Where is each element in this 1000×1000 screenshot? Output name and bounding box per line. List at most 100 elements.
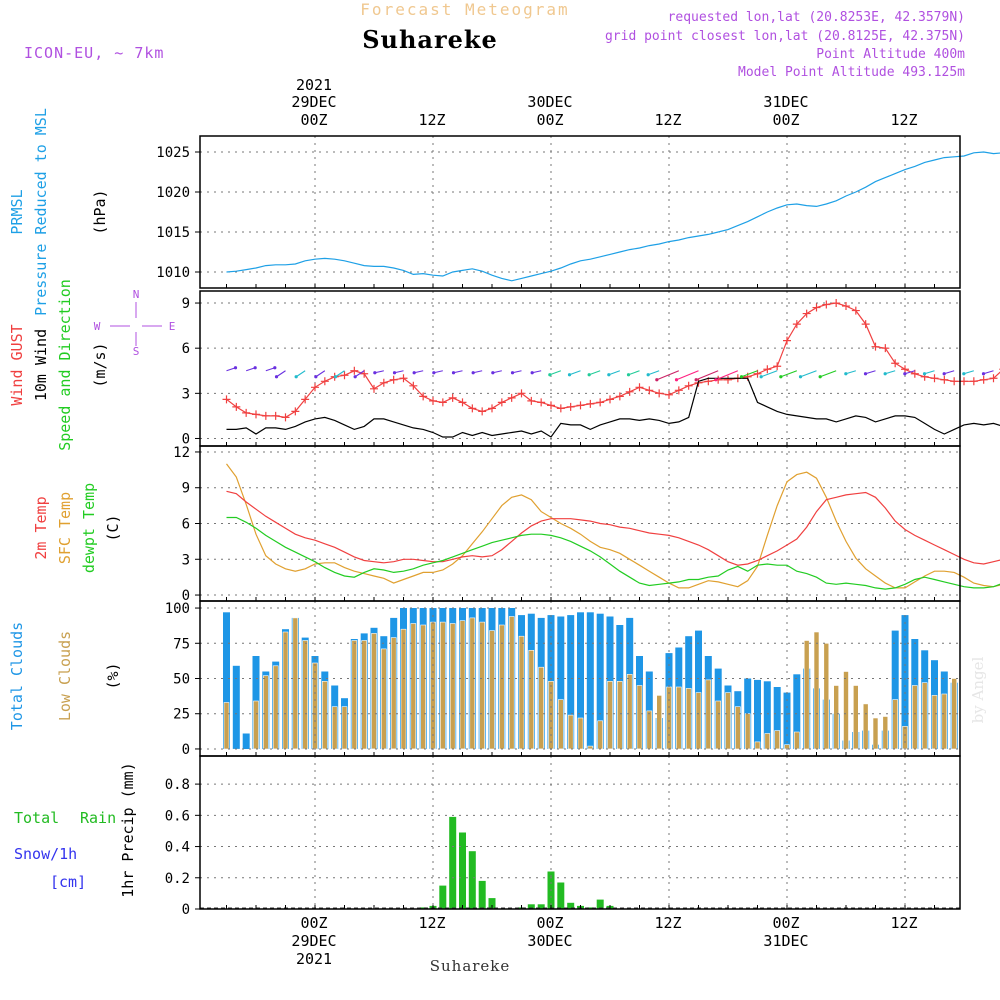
- low-cloud-bar-41: [626, 673, 633, 750]
- wind-arrow-head-8: [294, 375, 298, 379]
- wind-arrow-head-66: [863, 372, 868, 376]
- wind-arrow-12: [335, 370, 345, 378]
- ytick-label-precip-0: 0: [182, 902, 190, 918]
- total-cloud-bar-58: [793, 674, 801, 749]
- gust-line-marker-28: [497, 398, 506, 407]
- wind-arrow-64: [845, 370, 856, 375]
- compass-s: S: [133, 345, 140, 358]
- gust-line-marker-12: [340, 371, 349, 380]
- gust-line-marker-21: [429, 396, 437, 405]
- low-cloud-bar-72: [931, 695, 938, 750]
- wind-arrow-head-22: [432, 371, 436, 375]
- low-cloud-bar-39: [607, 680, 613, 750]
- gust-line-marker-68: [891, 359, 900, 368]
- temp-label-2m: 2m Temp: [32, 496, 50, 559]
- ytick-label-temp-1: 3: [182, 552, 190, 568]
- gust-line-marker-74: [950, 377, 959, 386]
- rain-bar-37: [586, 907, 594, 909]
- frames-layer: [195, 135, 961, 910]
- rain-bar-23: [449, 816, 457, 909]
- clouds-label-total: Total Clouds: [8, 622, 26, 730]
- gust-line-marker-42: [635, 383, 644, 392]
- compass-w: W: [94, 320, 101, 333]
- wind-line: [226, 377, 1000, 438]
- wind-arrow-52: [715, 370, 739, 381]
- wind-arrow-40: [608, 370, 621, 376]
- gust-line-marker-19: [409, 381, 418, 390]
- gust-line-marker-76: [969, 377, 978, 386]
- bottom-axis-label-1b: 29DEC: [291, 932, 337, 950]
- wind-arrow-head-30: [510, 371, 515, 375]
- rain-bar-20: [419, 907, 427, 909]
- rain-bar-27: [488, 898, 496, 909]
- low-cloud-bar-46: [675, 686, 682, 750]
- ytick-label-pressure-1: 1015: [156, 225, 190, 241]
- precip-unit: 1hr Precip (mm): [119, 762, 137, 897]
- ytick-label-wind-3: 9: [182, 296, 190, 312]
- low-cloud-bar-23: [449, 623, 456, 750]
- wind-arrow-head-56: [759, 375, 763, 379]
- low-cloud-bar-4: [262, 675, 269, 750]
- rain-bar-22: [439, 885, 447, 909]
- low-cloud-bar-71: [921, 682, 928, 750]
- top-axis-label-2: 12Z: [418, 111, 446, 129]
- gust-line-marker-32: [537, 398, 546, 407]
- grid-point-coords: grid point closest lon,lat (20.8125E, 42…: [604, 29, 965, 44]
- total-cloud-bar-43: [645, 671, 653, 749]
- clouds-label-low: Low Clouds: [56, 631, 74, 721]
- low-cloud-bar-37: [587, 745, 594, 750]
- gust-line-marker-25: [468, 404, 477, 413]
- wind-arrow-head-78: [981, 372, 986, 376]
- precip-label-total: Total: [14, 809, 60, 827]
- t2m-line: [226, 490, 1000, 566]
- wind-arrow-head-42: [626, 373, 631, 377]
- wind-arrow-head-26: [471, 371, 475, 375]
- gust-line-marker-60: [812, 303, 821, 312]
- gust-line-marker-6: [281, 413, 290, 422]
- total-cloud-bar-55: [763, 681, 771, 749]
- bottom-axis-label-2: 12Z: [418, 914, 446, 932]
- temp-label-sfc: SFC Temp: [56, 492, 74, 564]
- gust-line-marker-51: [724, 375, 732, 384]
- low-cloud-bar-60: [813, 631, 820, 750]
- gust-line: [226, 302, 1000, 419]
- top-axis-label-1: 29DEC: [291, 93, 337, 111]
- low-cloud-bar-17: [390, 637, 397, 750]
- gust-line-marker-57: [783, 336, 791, 345]
- low-cloud-bar-30: [518, 635, 525, 750]
- top-axis-label-1b: 00Z: [300, 111, 328, 129]
- ytick-label-clouds-4: 100: [165, 601, 190, 617]
- gust-line-marker-39: [606, 395, 614, 404]
- low-cloud-bar-58: [793, 731, 800, 750]
- top-axis-label-4: 12Z: [654, 111, 682, 129]
- wind-arrow-head-6: [274, 375, 279, 379]
- clouds-unit: (%): [104, 662, 122, 689]
- wind-arrow-head-76: [962, 372, 966, 376]
- low-cloud-bar-49: [705, 679, 712, 750]
- wind-arrow-72: [924, 370, 935, 375]
- rain-bar-31: [527, 904, 535, 909]
- wind-arrow-head-54: [739, 375, 744, 379]
- gust-line-marker-46: [674, 386, 683, 395]
- ytick-label-precip-1: 0.2: [165, 871, 190, 887]
- gust-line-marker-23: [448, 393, 457, 402]
- low-cloud-bar-36: [577, 717, 584, 750]
- gust-line-marker-0: [222, 395, 231, 404]
- top-axis-label-3b: 00Z: [536, 111, 564, 129]
- wind-arrow-14: [354, 370, 365, 378]
- low-cloud-bar-54: [754, 741, 761, 750]
- bottom-axis-label-6: 12Z: [890, 914, 918, 932]
- wind-arrow-56: [760, 370, 778, 378]
- bottom-axis-label-3: 00Z: [536, 914, 564, 932]
- wind-arrow-head-36: [567, 373, 572, 377]
- low-cloud-bar-45: [666, 686, 672, 750]
- pressure-unit: (hPa): [91, 189, 109, 234]
- gust-line-marker-8: [301, 395, 310, 404]
- text-layer: 10101015102010250369036912025507510000.2…: [8, 108, 987, 918]
- total-cloud-bar-54: [754, 679, 761, 749]
- grid-layer: [200, 136, 960, 910]
- wind-arrow-head-20: [412, 371, 416, 375]
- wind-arrow-6: [276, 370, 286, 378]
- wind-arrow-head-74: [942, 372, 946, 376]
- gust-line-marker-5: [271, 411, 280, 420]
